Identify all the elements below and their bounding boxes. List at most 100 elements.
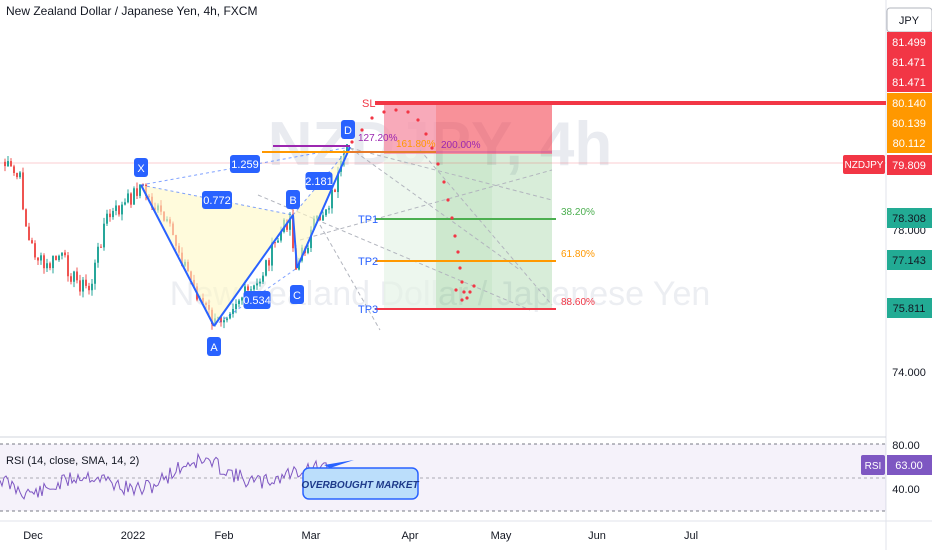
pattern-ratio-label: 2.181	[305, 176, 333, 188]
pattern-point-label: D	[344, 125, 352, 137]
rsi-value-label: 63.00	[895, 460, 923, 472]
pattern-leg	[213, 214, 294, 327]
pattern-ratio	[230, 155, 260, 173]
currency-label: JPY	[899, 15, 920, 27]
price-tag-label: 80.139	[892, 118, 926, 130]
candle-body	[139, 184, 141, 196]
candle-body	[133, 188, 135, 205]
candle-body	[67, 255, 69, 277]
candle-body	[103, 223, 105, 248]
candle-body	[274, 242, 276, 244]
price-tag-label: 75.811	[893, 303, 926, 315]
price-tag	[887, 113, 932, 133]
overbought-callout	[302, 467, 419, 500]
candle-body	[58, 255, 60, 261]
chart-title: New Zealand Dollar / Japanese Yen, 4h, F…	[6, 4, 258, 18]
time-tick: Jun	[588, 530, 606, 542]
price-tag	[887, 32, 932, 52]
candle-body	[31, 240, 33, 244]
candle-body	[130, 193, 132, 205]
projection-dot	[456, 250, 460, 254]
price-tag-label: 81.471	[892, 57, 926, 69]
time-tick: Apr	[401, 530, 418, 542]
pattern-point-x	[134, 158, 148, 177]
candle-body	[250, 289, 252, 291]
candle-body	[61, 252, 63, 256]
time-tick: Feb	[215, 530, 234, 542]
candle-body	[253, 285, 255, 290]
price-tag-label: 77.143	[892, 255, 926, 267]
price-tag-label: 81.471	[892, 77, 926, 89]
candle-body	[37, 257, 39, 261]
fib-level-label: 127.20%	[358, 133, 398, 144]
candle-body	[10, 161, 12, 167]
pattern-point-label: B	[289, 195, 296, 207]
projection-line	[299, 169, 553, 241]
price-tag-label: 79.809	[892, 160, 926, 172]
candle-body	[19, 172, 21, 178]
candle-body	[76, 271, 78, 281]
projection-dot	[465, 296, 469, 300]
time-tick: May	[491, 530, 512, 542]
level-pct-tp1: 38.20%	[561, 207, 595, 218]
candle-body	[22, 172, 24, 210]
candle-body	[328, 208, 330, 210]
candle-body	[136, 188, 138, 196]
candle-body	[85, 279, 87, 286]
price-tag-label: 80.112	[893, 138, 926, 150]
pattern-point-a	[207, 337, 221, 356]
candle-body	[307, 247, 309, 253]
projection-dot	[468, 290, 472, 294]
current-symbol-label: NZDJPY	[845, 160, 884, 171]
time-tick: 2022	[121, 530, 145, 542]
price-tag-label: 80.140	[892, 98, 926, 110]
pattern-ratio-label: 0.534	[243, 295, 271, 307]
candle-body	[88, 285, 90, 291]
level-name-tp1: TP1	[358, 214, 378, 226]
candle-body	[106, 213, 108, 224]
candle-body	[112, 210, 114, 218]
price-tag	[887, 72, 932, 92]
candle-body	[334, 189, 336, 193]
pattern-leg	[296, 146, 351, 269]
projection-dot	[442, 180, 446, 184]
projection-dot	[436, 162, 440, 166]
price-tag	[887, 208, 932, 228]
rsi-tick: 40.00	[892, 484, 920, 496]
reward-zone-left	[384, 154, 436, 309]
rsi-line	[0, 452, 351, 500]
level-name-tp3: TP3	[358, 304, 378, 316]
candle-body	[265, 260, 267, 276]
rsi-tick: 80.00	[892, 440, 920, 452]
candle-body	[337, 171, 339, 193]
candle-body	[91, 283, 93, 291]
rsi-short-label: RSI	[865, 461, 882, 472]
candle-body	[28, 226, 30, 241]
projection-dot	[350, 140, 354, 144]
candle-body	[247, 286, 249, 291]
candle-body	[79, 280, 81, 292]
level-pct-tp3: 88.60%	[561, 297, 595, 308]
candle-body	[40, 255, 42, 261]
current-symbol-tag	[843, 155, 885, 174]
candle-body	[127, 193, 129, 203]
candle-body	[43, 255, 45, 269]
candle-body	[46, 263, 48, 269]
candle-body	[235, 303, 237, 309]
projection-dot	[406, 110, 410, 114]
candle-body	[4, 161, 6, 167]
candle-body	[271, 242, 273, 266]
projection-dot	[458, 266, 462, 270]
candle-body	[70, 276, 72, 282]
candle-body	[259, 281, 261, 284]
pattern-point-c	[290, 285, 304, 304]
pattern-leg	[292, 214, 298, 269]
rsi-value-tag	[887, 455, 932, 475]
price-tag	[887, 155, 932, 175]
candle-body	[97, 246, 99, 263]
candle-body	[16, 172, 18, 178]
level-pct-tp2: 61.80%	[561, 249, 595, 260]
candle-body	[232, 308, 234, 314]
